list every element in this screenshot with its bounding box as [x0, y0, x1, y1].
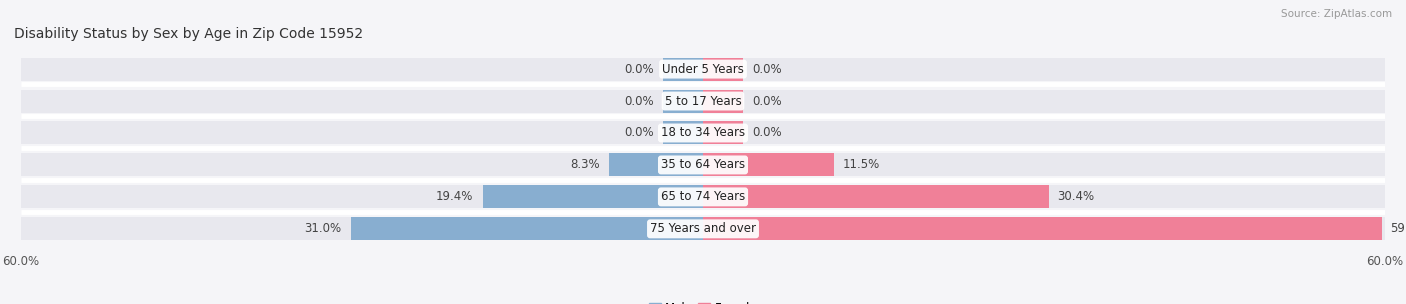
Bar [703, 90, 742, 112]
Text: 0.0%: 0.0% [752, 126, 782, 140]
Text: 0.0%: 0.0% [752, 95, 782, 108]
Bar [703, 122, 742, 144]
Text: 59.7%: 59.7% [1391, 222, 1406, 235]
Bar [664, 90, 703, 112]
Text: 30.4%: 30.4% [1057, 190, 1095, 203]
Legend: Male, Female: Male, Female [644, 297, 762, 304]
Text: Under 5 Years: Under 5 Years [662, 63, 744, 76]
Text: 0.0%: 0.0% [752, 63, 782, 76]
Bar [664, 122, 703, 144]
Bar [21, 57, 1385, 81]
Bar [21, 217, 1385, 240]
Text: 75 Years and over: 75 Years and over [650, 222, 756, 235]
Text: 19.4%: 19.4% [436, 190, 474, 203]
Text: 0.0%: 0.0% [624, 95, 654, 108]
Bar [21, 122, 1385, 144]
Bar [609, 154, 703, 176]
Text: 0.0%: 0.0% [624, 63, 654, 76]
Bar [21, 185, 1385, 208]
Bar [21, 90, 1385, 112]
Text: 11.5%: 11.5% [842, 158, 880, 171]
Bar [664, 57, 703, 81]
Bar [703, 185, 1049, 208]
Text: 65 to 74 Years: 65 to 74 Years [661, 190, 745, 203]
Bar [21, 154, 1385, 176]
Text: 8.3%: 8.3% [569, 158, 599, 171]
Text: 18 to 34 Years: 18 to 34 Years [661, 126, 745, 140]
Text: Disability Status by Sex by Age in Zip Code 15952: Disability Status by Sex by Age in Zip C… [14, 26, 363, 40]
Text: 5 to 17 Years: 5 to 17 Years [665, 95, 741, 108]
Bar [350, 217, 703, 240]
Text: Source: ZipAtlas.com: Source: ZipAtlas.com [1281, 9, 1392, 19]
Bar [703, 154, 834, 176]
Bar [703, 57, 742, 81]
Text: 31.0%: 31.0% [305, 222, 342, 235]
Bar [482, 185, 703, 208]
Bar [703, 217, 1382, 240]
Text: 0.0%: 0.0% [624, 126, 654, 140]
Text: 35 to 64 Years: 35 to 64 Years [661, 158, 745, 171]
